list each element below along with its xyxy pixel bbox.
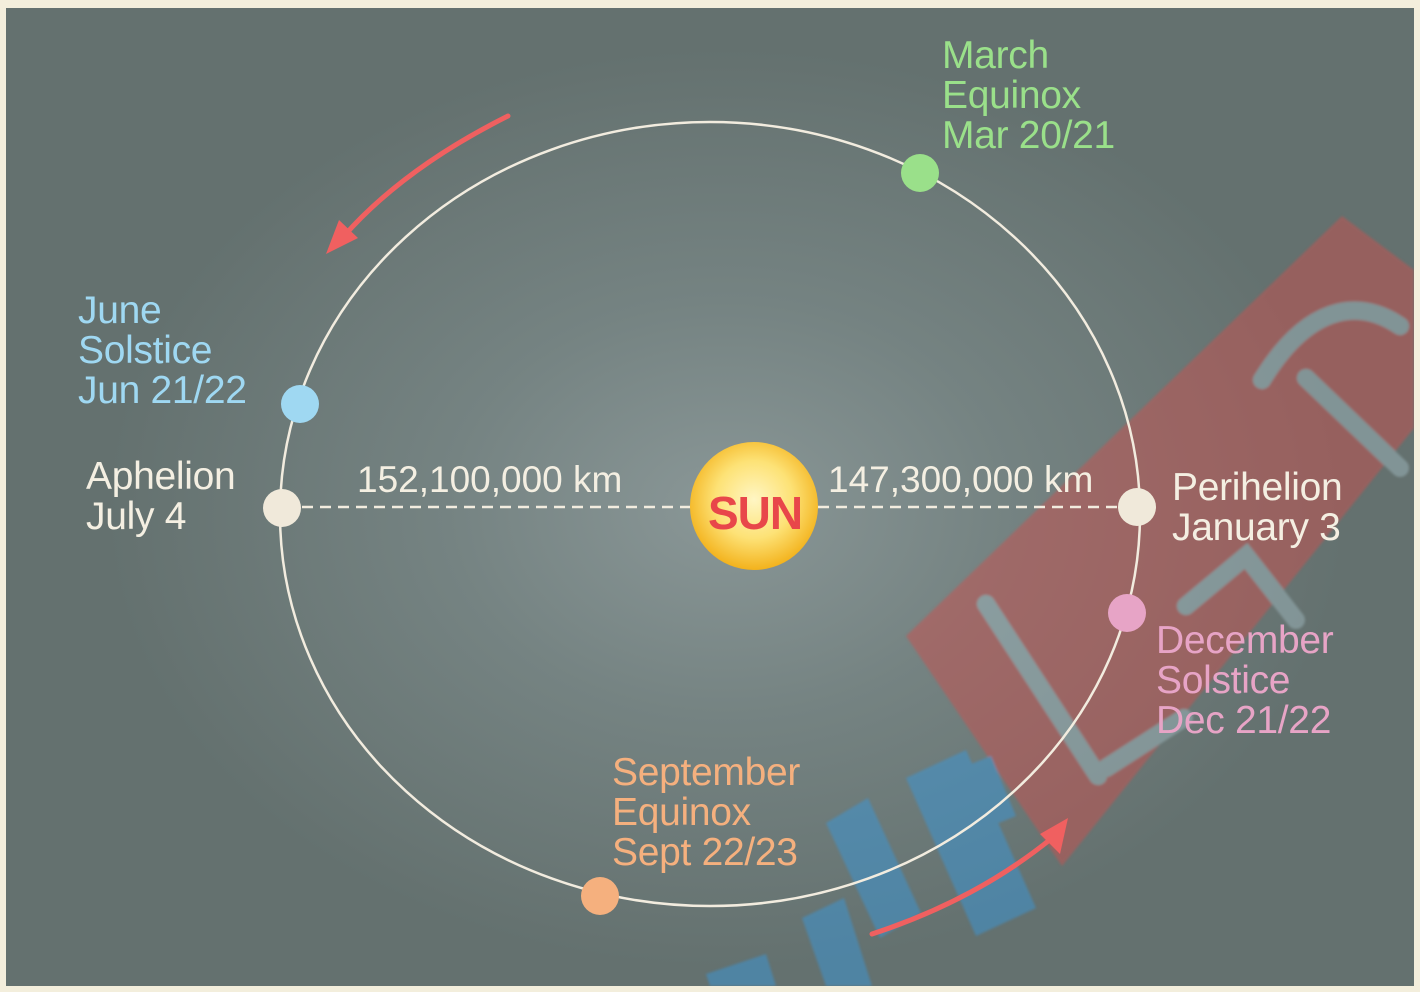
june-solstice-label: June Solstice Jun 21/22 xyxy=(78,291,247,411)
december-solstice-marker xyxy=(1108,594,1146,632)
perihelion-date: January 3 xyxy=(1172,506,1341,549)
aphelion-marker xyxy=(263,489,301,527)
sun xyxy=(690,442,818,570)
december-event: Solstice xyxy=(1156,659,1291,702)
orbit-diagram: SUN 152,100,000 km 147,300,000 km March … xyxy=(6,8,1414,986)
perihelion-label: Perihelion January 3 xyxy=(1172,466,1343,549)
june-date: Jun 21/22 xyxy=(78,369,247,412)
september-date: Sept 22/23 xyxy=(612,831,798,874)
march-event: Equinox xyxy=(942,74,1081,117)
september-event: Equinox xyxy=(612,791,751,834)
aphelion-date: July 4 xyxy=(86,495,187,538)
perihelion-name: Perihelion xyxy=(1172,466,1343,509)
sun-label: SUN xyxy=(707,487,803,539)
june-event: Solstice xyxy=(78,329,213,372)
aphelion-name: Aphelion xyxy=(86,455,236,498)
september-equinox-marker xyxy=(581,877,619,915)
march-equinox-label: March Equinox Mar 20/21 xyxy=(942,36,1115,156)
september-name: September xyxy=(612,751,801,794)
march-date: Mar 20/21 xyxy=(942,114,1115,157)
perihelion-marker xyxy=(1118,488,1156,526)
watermark-logo-icon xyxy=(706,216,1414,986)
december-name: December xyxy=(1156,619,1334,662)
june-solstice-marker xyxy=(281,385,319,423)
december-solstice-label: December Solstice Dec 21/22 xyxy=(1156,621,1334,741)
diagram-graphics xyxy=(263,113,1414,986)
september-equinox-label: September Equinox Sept 22/23 xyxy=(612,753,800,873)
orbit-direction-arrow-icon xyxy=(869,818,1068,937)
aphelion-label: Aphelion July 4 xyxy=(86,455,236,538)
march-name: March xyxy=(942,34,1049,77)
december-date: Dec 21/22 xyxy=(1156,699,1332,742)
march-equinox-marker xyxy=(901,154,939,192)
orbit-direction-arrow-icon xyxy=(326,113,511,254)
perihelion-distance: 147,300,000 km xyxy=(828,459,1094,500)
june-name: June xyxy=(78,289,162,332)
aphelion-distance: 152,100,000 km xyxy=(357,459,623,500)
